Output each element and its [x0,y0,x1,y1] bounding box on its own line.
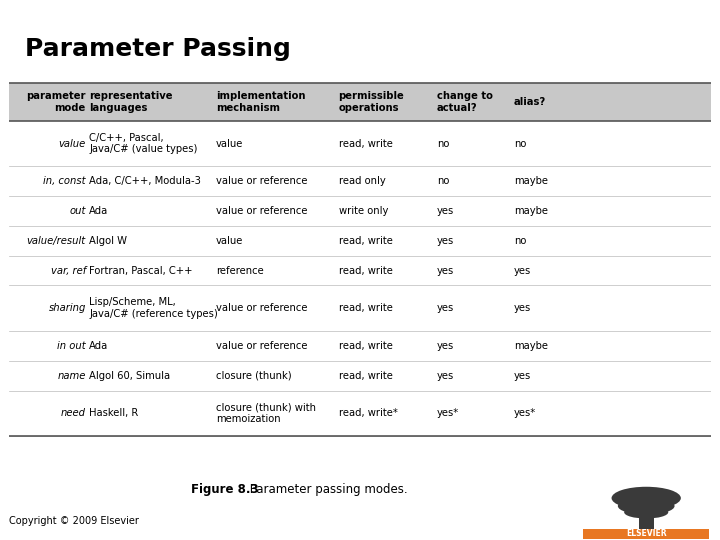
Text: C/C++, Pascal,
Java/C# (value types): C/C++, Pascal, Java/C# (value types) [89,133,198,154]
Text: read, write: read, write [338,139,392,148]
Text: change to
actual?: change to actual? [437,91,492,113]
Text: yes: yes [514,303,531,313]
Text: sharing: sharing [48,303,86,313]
Text: yes: yes [437,236,454,246]
Text: yes: yes [437,303,454,313]
Text: var, ref: var, ref [50,266,86,275]
Text: Parameter Passing: Parameter Passing [25,37,291,60]
Text: alias?: alias? [514,97,546,107]
Text: no: no [437,176,449,186]
Text: yes: yes [437,370,454,381]
Bar [639,512,654,534]
Text: read, write: read, write [338,236,392,246]
Text: closure (thunk): closure (thunk) [216,370,292,381]
Text: Ada: Ada [89,341,109,351]
Text: value: value [58,139,86,148]
Text: no: no [514,236,526,246]
Text: yes*: yes* [514,408,536,418]
Text: yes: yes [514,266,531,275]
Text: no: no [437,139,449,148]
Text: implementation
mechanism: implementation mechanism [216,91,305,113]
Text: value/result: value/result [27,236,86,246]
Text: ELSEVIER: ELSEVIER [626,529,667,538]
Text: need: need [61,408,86,418]
Text: name: name [58,370,86,381]
Text: yes: yes [437,206,454,216]
Text: maybe: maybe [514,176,548,186]
Text: yes*: yes* [437,408,459,418]
Text: Figure 8.3: Figure 8.3 [191,483,258,496]
Text: Haskell, R: Haskell, R [89,408,139,418]
Ellipse shape [618,497,675,515]
Text: read, write: read, write [338,303,392,313]
Text: read, write: read, write [338,341,392,351]
Text: parameter
mode: parameter mode [27,91,86,113]
Text: read, write*: read, write* [338,408,397,418]
Text: permissible
operations: permissible operations [338,91,405,113]
Text: maybe: maybe [514,341,548,351]
Bar [9,83,711,120]
Text: in out: in out [57,341,86,351]
Text: Lisp/Scheme, ML,
Java/C# (reference types): Lisp/Scheme, ML, Java/C# (reference type… [89,298,218,319]
Text: value or reference: value or reference [216,303,307,313]
Text: yes: yes [437,341,454,351]
Text: read, write: read, write [338,370,392,381]
Text: Fortran, Pascal, C++: Fortran, Pascal, C++ [89,266,193,275]
Ellipse shape [611,487,681,509]
Text: Ada, C/C++, Modula-3: Ada, C/C++, Modula-3 [89,176,202,186]
Text: value or reference: value or reference [216,341,307,351]
Text: read, write: read, write [338,266,392,275]
Text: no: no [514,139,526,148]
Text: Algol 60, Simula: Algol 60, Simula [89,370,171,381]
Text: Parameter passing modes.: Parameter passing modes. [246,483,407,496]
Text: yes: yes [437,266,454,275]
Text: read only: read only [338,176,385,186]
Text: Algol W: Algol W [89,236,127,246]
Text: reference: reference [216,266,264,275]
Text: value: value [216,236,243,246]
Text: yes: yes [514,370,531,381]
Text: out: out [70,206,86,216]
Text: value or reference: value or reference [216,206,307,216]
Ellipse shape [624,506,668,518]
Text: write only: write only [338,206,388,216]
Text: Copyright © 2009 Elsevier: Copyright © 2009 Elsevier [9,516,138,526]
Text: value: value [216,139,243,148]
Text: value or reference: value or reference [216,176,307,186]
Bar [583,529,709,539]
Text: Ada: Ada [89,206,109,216]
Text: maybe: maybe [514,206,548,216]
Text: representative
languages: representative languages [89,91,173,113]
Text: in, const: in, const [43,176,86,186]
Text: closure (thunk) with
memoization: closure (thunk) with memoization [216,403,316,424]
